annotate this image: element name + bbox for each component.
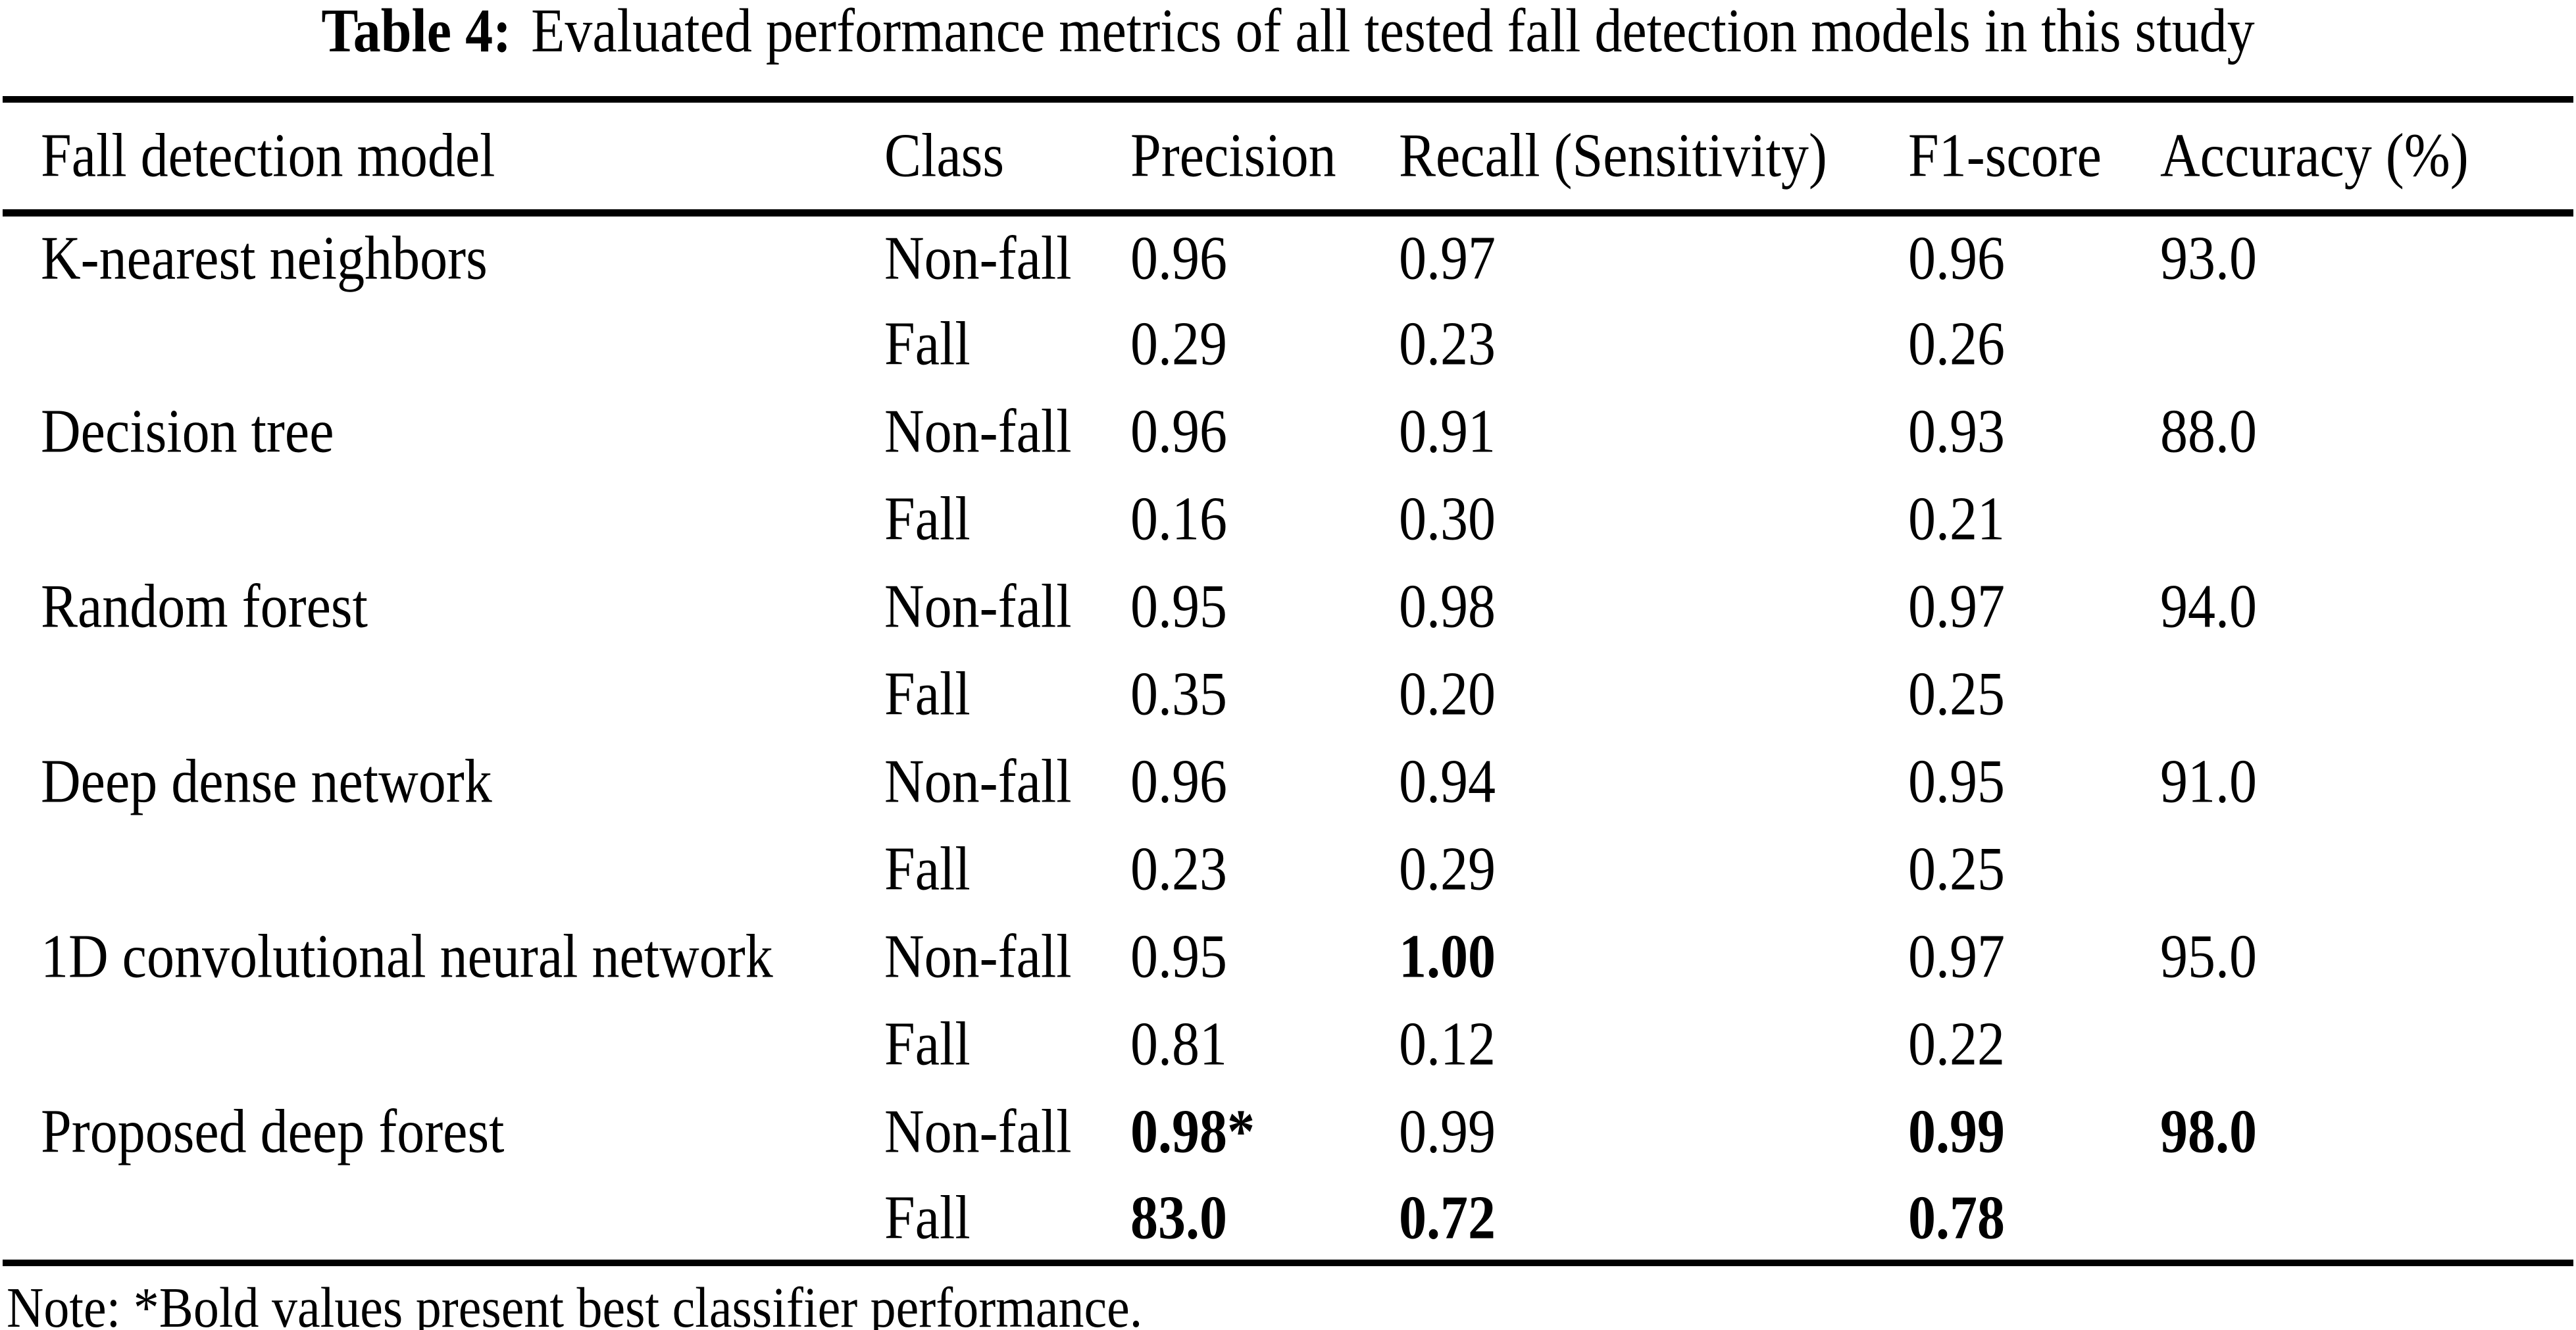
cell-class: Non-fall [884,397,1072,466]
col-header-f1: F1-score [1908,121,2102,190]
cell-class: Non-fall [884,572,1072,641]
cell-class: Fall [884,309,971,378]
col-header-accuracy: Accuracy (%) [2160,121,2469,190]
cell-f1: 0.21 [1908,484,2005,553]
col-header-model: Fall detection model [41,121,495,190]
table-row: Fall 83.0 0.72 0.78 [3,1175,2573,1263]
cell-recall: 0.91 [1399,397,1496,466]
cell-class: Fall [884,834,971,904]
cell-precision: 0.29 [1130,309,1227,378]
cell-class: Fall [884,659,971,729]
cell-precision: 83.0 [1130,1183,1227,1252]
cell-recall: 0.29 [1399,834,1496,904]
cell-accuracy: 88.0 [2160,397,2257,466]
cell-precision: 0.16 [1130,484,1227,553]
cell-f1: 0.26 [1908,309,2005,378]
cell-accuracy: 94.0 [2160,572,2257,641]
table-caption-label: Table 4: [321,0,512,66]
cell-recall: 0.30 [1399,484,1496,553]
cell-f1: 0.96 [1908,224,2005,293]
cell-precision: 0.35 [1130,659,1227,729]
table-caption-text: Evaluated performance metrics of all tes… [531,0,2255,66]
cell-precision: 0.95 [1130,922,1227,991]
table-row: K-nearest neighbors Non-fall 0.96 0.97 0… [3,213,2573,300]
cell-accuracy: 95.0 [2160,922,2257,991]
cell-model: K-nearest neighbors [41,224,488,293]
table-row: Decision tree Non-fall 0.96 0.91 0.93 88… [3,388,2573,475]
cell-recall: 0.98 [1399,572,1496,641]
table-row: Fall 0.16 0.30 0.21 [3,475,2573,563]
cell-f1: 0.97 [1908,922,2005,991]
cell-precision: 0.95 [1130,572,1227,641]
header-row: Fall detection model Class Precision Rec… [3,99,2573,213]
cell-f1: 0.93 [1908,397,2005,466]
table-row: Random forest Non-fall 0.95 0.98 0.97 94… [3,563,2573,650]
table-row: Fall 0.29 0.23 0.26 [3,300,2573,388]
table-footnote-text: Note: *Bold values present best classifi… [7,1275,1143,1330]
table-row: 1D convolutional neural network Non-fall… [3,913,2573,1000]
cell-model: 1D convolutional neural network [41,922,773,991]
cell-recall: 1.00 [1399,922,1496,991]
cell-accuracy: 91.0 [2160,747,2257,816]
table-row: Proposed deep forest Non-fall 0.98* 0.99… [3,1088,2573,1175]
cell-recall: 0.94 [1399,747,1496,816]
col-header-precision: Precision [1130,121,1336,190]
cell-precision: 0.98* [1130,1097,1255,1166]
cell-f1: 0.99 [1908,1097,2005,1166]
cell-class: Non-fall [884,747,1072,816]
cell-accuracy: 98.0 [2160,1097,2257,1166]
cell-model: Deep dense network [41,747,492,816]
table-row: Fall 0.81 0.12 0.22 [3,1000,2573,1088]
table-row: Deep dense network Non-fall 0.96 0.94 0.… [3,738,2573,825]
col-header-class: Class [884,121,1005,190]
cell-precision: 0.96 [1130,397,1227,466]
cell-f1: 0.95 [1908,747,2005,816]
cell-class: Non-fall [884,224,1072,293]
cell-model: Proposed deep forest [41,1097,505,1166]
cell-model: Decision tree [41,397,334,466]
cell-f1: 0.22 [1908,1010,2005,1079]
cell-class: Fall [884,1010,971,1079]
table-caption: Table 4: Evaluated performance metrics of… [0,0,2576,66]
cell-class: Fall [884,484,971,553]
cell-recall: 0.72 [1399,1183,1496,1252]
cell-f1: 0.25 [1908,659,2005,729]
cell-accuracy: 93.0 [2160,224,2257,293]
cell-class: Fall [884,1183,971,1252]
cell-f1: 0.78 [1908,1183,2005,1252]
cell-precision: 0.96 [1130,224,1227,293]
cell-recall: 0.23 [1399,309,1496,378]
metrics-table: Fall detection model Class Precision Rec… [3,96,2573,1266]
cell-precision: 0.23 [1130,834,1227,904]
table-row: Fall 0.23 0.29 0.25 [3,825,2573,913]
cell-class: Non-fall [884,1097,1072,1166]
cell-class: Non-fall [884,922,1072,991]
cell-f1: 0.25 [1908,834,2005,904]
cell-model: Random forest [41,572,368,641]
table-footnote: Note: *Bold values present best classifi… [7,1275,1143,1330]
table-row: Fall 0.35 0.20 0.25 [3,650,2573,738]
cell-recall: 0.12 [1399,1010,1496,1079]
cell-recall: 0.99 [1399,1097,1496,1166]
col-header-recall: Recall (Sensitivity) [1399,121,1827,190]
cell-f1: 0.97 [1908,572,2005,641]
cell-recall: 0.20 [1399,659,1496,729]
cell-precision: 0.96 [1130,747,1227,816]
cell-precision: 0.81 [1130,1010,1227,1079]
cell-recall: 0.97 [1399,224,1496,293]
